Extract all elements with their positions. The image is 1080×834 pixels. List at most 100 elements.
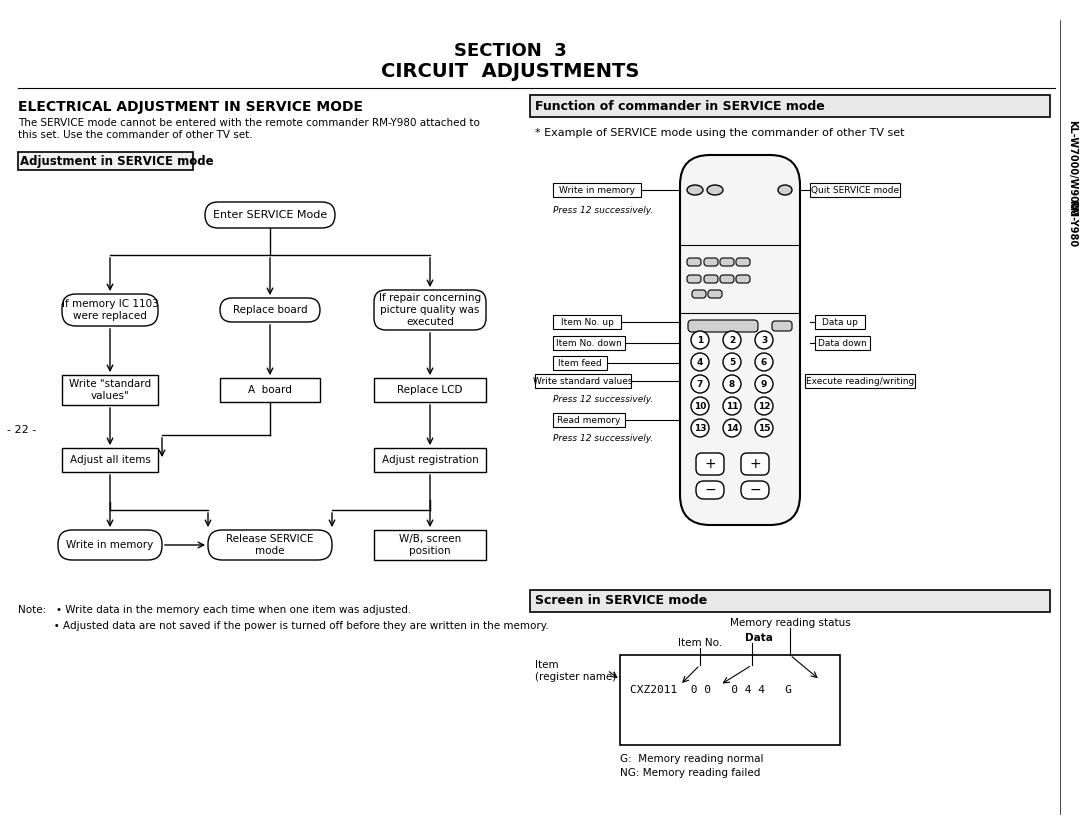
Text: 3: 3	[761, 335, 767, 344]
Text: Write standard values: Write standard values	[534, 376, 633, 385]
Circle shape	[691, 331, 708, 349]
Text: Write "standard
values": Write "standard values"	[69, 379, 151, 401]
Text: +: +	[750, 457, 760, 471]
FancyBboxPatch shape	[680, 155, 800, 525]
Text: 1: 1	[697, 335, 703, 344]
Text: Adjustment in SERVICE mode: Adjustment in SERVICE mode	[21, 154, 214, 168]
Circle shape	[755, 397, 773, 415]
Text: Replace LCD: Replace LCD	[397, 385, 462, 395]
Text: 12: 12	[758, 401, 770, 410]
Text: BS: BS	[778, 323, 786, 329]
Text: 11: 11	[726, 401, 739, 410]
FancyBboxPatch shape	[696, 453, 724, 475]
FancyBboxPatch shape	[772, 321, 792, 331]
Text: Execute reading/writing: Execute reading/writing	[806, 376, 914, 385]
Text: Release SERVICE
mode: Release SERVICE mode	[226, 535, 314, 555]
FancyBboxPatch shape	[815, 336, 870, 350]
Text: Memory reading status: Memory reading status	[730, 618, 850, 628]
Text: Data: Data	[745, 633, 773, 643]
Ellipse shape	[687, 185, 703, 195]
FancyBboxPatch shape	[720, 258, 734, 266]
FancyBboxPatch shape	[741, 453, 769, 475]
Ellipse shape	[778, 185, 792, 195]
Text: CXZ2011  0 0   0 4 4   G: CXZ2011 0 0 0 4 4 G	[630, 685, 792, 695]
Text: 15: 15	[758, 424, 770, 433]
Circle shape	[755, 419, 773, 437]
Text: A  board: A board	[248, 385, 292, 395]
Text: Data up: Data up	[822, 318, 858, 326]
Text: Enter SERVICE Mode: Enter SERVICE Mode	[213, 210, 327, 220]
FancyBboxPatch shape	[62, 375, 158, 405]
Circle shape	[691, 375, 708, 393]
FancyBboxPatch shape	[741, 481, 769, 499]
FancyBboxPatch shape	[535, 374, 631, 388]
Text: Adjust all items: Adjust all items	[69, 455, 150, 465]
Text: ELECTRICAL ADJUSTMENT IN SERVICE MODE: ELECTRICAL ADJUSTMENT IN SERVICE MODE	[18, 100, 363, 114]
FancyBboxPatch shape	[720, 275, 734, 283]
Text: 10: 10	[693, 401, 706, 410]
Text: Press 12 successively.: Press 12 successively.	[553, 434, 653, 443]
Text: Write in memory: Write in memory	[559, 185, 635, 194]
FancyBboxPatch shape	[687, 258, 701, 266]
Text: CIRCUIT  ADJUSTMENTS: CIRCUIT ADJUSTMENTS	[381, 62, 639, 81]
FancyBboxPatch shape	[553, 413, 625, 427]
FancyBboxPatch shape	[374, 378, 486, 402]
FancyBboxPatch shape	[805, 374, 915, 388]
FancyBboxPatch shape	[58, 530, 162, 560]
Circle shape	[723, 331, 741, 349]
FancyBboxPatch shape	[708, 290, 723, 298]
Text: 6: 6	[761, 358, 767, 366]
FancyBboxPatch shape	[374, 530, 486, 560]
Text: 7: 7	[697, 379, 703, 389]
Text: 14: 14	[726, 424, 739, 433]
Circle shape	[723, 419, 741, 437]
Circle shape	[723, 375, 741, 393]
Text: 2: 2	[729, 335, 735, 344]
FancyBboxPatch shape	[530, 95, 1050, 117]
Text: RM-Y980: RM-Y980	[1067, 200, 1077, 247]
Text: 5: 5	[729, 358, 735, 366]
Text: Data down: Data down	[819, 339, 867, 348]
Text: Read memory: Read memory	[557, 415, 621, 425]
Text: Press 12 successively.: Press 12 successively.	[553, 394, 653, 404]
FancyBboxPatch shape	[692, 290, 706, 298]
Circle shape	[723, 397, 741, 415]
FancyBboxPatch shape	[704, 275, 718, 283]
Text: Adjust registration: Adjust registration	[381, 455, 478, 465]
Text: Note:   • Write data in the memory each time when one item was adjusted.: Note: • Write data in the memory each ti…	[18, 605, 411, 615]
Circle shape	[755, 375, 773, 393]
Text: KL-W7000/W9000: KL-W7000/W9000	[1067, 120, 1077, 216]
FancyBboxPatch shape	[553, 356, 607, 370]
Text: * Example of SERVICE mode using the commander of other TV set: * Example of SERVICE mode using the comm…	[535, 128, 905, 138]
FancyBboxPatch shape	[62, 294, 158, 326]
Circle shape	[755, 331, 773, 349]
FancyBboxPatch shape	[553, 336, 625, 350]
FancyBboxPatch shape	[62, 448, 158, 472]
FancyBboxPatch shape	[374, 290, 486, 330]
Ellipse shape	[707, 185, 723, 195]
FancyBboxPatch shape	[735, 275, 750, 283]
FancyBboxPatch shape	[205, 202, 335, 228]
Text: 13: 13	[693, 424, 706, 433]
Text: - 22 -: - 22 -	[8, 425, 37, 435]
FancyBboxPatch shape	[220, 298, 320, 322]
FancyBboxPatch shape	[687, 275, 701, 283]
Circle shape	[723, 353, 741, 371]
Text: Item No. down: Item No. down	[556, 339, 622, 348]
FancyBboxPatch shape	[688, 320, 758, 332]
Text: Write in memory: Write in memory	[66, 540, 153, 550]
Text: Function of commander in SERVICE mode: Function of commander in SERVICE mode	[535, 99, 825, 113]
Text: Item
(register name): Item (register name)	[535, 660, 617, 681]
FancyBboxPatch shape	[704, 258, 718, 266]
Circle shape	[691, 353, 708, 371]
FancyBboxPatch shape	[620, 655, 840, 745]
Text: Replace board: Replace board	[232, 305, 308, 315]
Text: Quit SERVICE mode: Quit SERVICE mode	[811, 185, 899, 194]
FancyBboxPatch shape	[530, 590, 1050, 612]
Circle shape	[691, 397, 708, 415]
Text: Item feed: Item feed	[558, 359, 602, 368]
Text: • Adjusted data are not saved if the power is turned off before they are written: • Adjusted data are not saved if the pow…	[18, 621, 549, 631]
FancyBboxPatch shape	[810, 183, 900, 197]
Text: SECTION  3: SECTION 3	[454, 42, 566, 60]
FancyBboxPatch shape	[208, 530, 332, 560]
